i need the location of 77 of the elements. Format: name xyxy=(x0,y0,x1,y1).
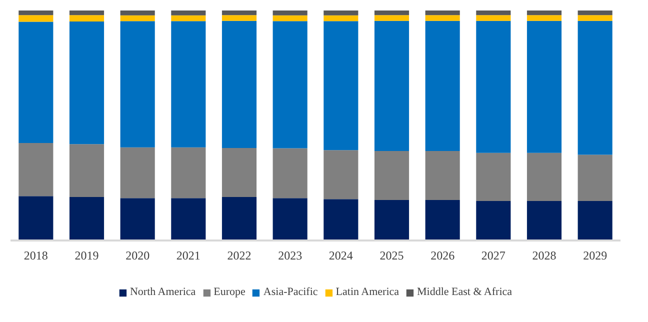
bar xyxy=(374,10,410,16)
bar xyxy=(578,200,612,240)
bar xyxy=(18,10,54,16)
bar xyxy=(324,15,358,22)
bar xyxy=(69,197,104,240)
bar xyxy=(69,15,104,22)
bar xyxy=(272,15,308,22)
bar xyxy=(578,15,612,21)
bar xyxy=(120,21,155,148)
bar xyxy=(526,10,562,16)
bar xyxy=(222,15,257,21)
x-tick-label: 2018 xyxy=(24,248,48,262)
bar xyxy=(222,197,257,240)
x-tick-label: 2024 xyxy=(328,248,353,262)
bar xyxy=(425,10,460,16)
bar xyxy=(425,20,460,152)
legend-label: Middle East & Africa xyxy=(417,286,512,298)
bar xyxy=(425,151,460,200)
bar xyxy=(18,22,54,143)
x-tick-label: 2022 xyxy=(227,248,252,262)
bar xyxy=(18,196,54,240)
bar xyxy=(374,15,410,21)
bar xyxy=(578,154,612,201)
bar xyxy=(171,15,206,22)
bar xyxy=(171,147,206,198)
legend-label: Europe xyxy=(214,286,246,298)
bar xyxy=(272,148,308,198)
bar xyxy=(476,152,511,201)
bar xyxy=(272,21,308,148)
bar xyxy=(526,20,562,153)
bar xyxy=(171,21,206,148)
bar xyxy=(324,10,358,16)
bar xyxy=(222,20,257,148)
bar xyxy=(476,200,511,240)
bar xyxy=(69,22,104,144)
bar xyxy=(526,152,562,201)
bar xyxy=(222,10,257,16)
bar xyxy=(69,10,104,16)
bar xyxy=(526,200,562,240)
bar xyxy=(222,148,257,198)
bar xyxy=(120,10,155,16)
bar xyxy=(120,198,155,240)
bar xyxy=(374,151,410,200)
bar xyxy=(476,20,511,153)
x-tick-label: 2029 xyxy=(583,248,608,262)
x-tick-label: 2025 xyxy=(380,248,404,262)
x-tick-label: 2026 xyxy=(430,248,455,262)
bar xyxy=(324,21,358,150)
bar xyxy=(578,10,612,16)
legend-label: North America xyxy=(130,286,196,298)
bar xyxy=(374,20,410,152)
x-tick-label: 2019 xyxy=(74,248,99,262)
bar xyxy=(272,10,308,16)
bar xyxy=(476,15,511,21)
bar xyxy=(476,10,511,16)
bar xyxy=(324,199,358,240)
bar xyxy=(374,200,410,240)
bar xyxy=(324,150,358,200)
x-tick-label: 2023 xyxy=(278,248,302,262)
legend-label: Asia-Pacific xyxy=(263,286,318,298)
bar xyxy=(526,15,562,21)
bar xyxy=(69,144,104,198)
x-tick-label: 2027 xyxy=(481,248,506,262)
bar xyxy=(18,142,54,196)
x-tick-label: 2021 xyxy=(176,248,200,262)
bar xyxy=(578,20,612,155)
bar xyxy=(171,198,206,240)
bar xyxy=(425,15,460,21)
bar xyxy=(120,15,155,22)
bar xyxy=(171,10,206,16)
bar xyxy=(120,147,155,198)
bar xyxy=(272,198,308,240)
legend-label: Latin America xyxy=(336,286,400,298)
bar xyxy=(425,200,460,240)
x-tick-label: 2020 xyxy=(126,248,150,262)
bar xyxy=(18,15,54,22)
x-tick-label: 2028 xyxy=(532,248,556,262)
